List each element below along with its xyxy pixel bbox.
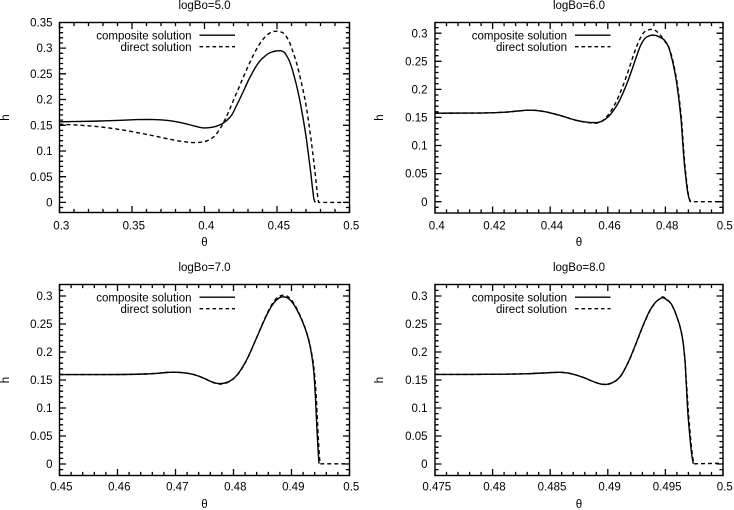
svg-text:0.4: 0.4 [198,221,215,233]
svg-text:logBo=6.0: logBo=6.0 [553,0,605,12]
svg-text:0.15: 0.15 [30,120,52,132]
svg-text:0.15: 0.15 [30,375,52,387]
svg-text:0: 0 [421,197,427,209]
svg-text:0.5: 0.5 [717,482,733,494]
svg-text:0.4: 0.4 [429,221,446,233]
svg-text:composite solution: composite solution [96,292,191,304]
svg-text:0.1: 0.1 [412,403,428,415]
svg-text:θ: θ [576,499,582,510]
svg-text:0.1: 0.1 [37,403,53,415]
svg-text:0.3: 0.3 [412,28,428,40]
svg-text:0.5: 0.5 [343,221,359,233]
svg-text:0: 0 [421,459,427,471]
svg-text:0.2: 0.2 [412,347,428,359]
svg-text:0.1: 0.1 [37,146,53,158]
svg-text:composite solution: composite solution [472,292,567,304]
svg-text:0.48: 0.48 [656,221,678,233]
svg-text:direct solution: direct solution [121,42,192,54]
svg-text:θ: θ [576,237,582,249]
svg-text:0.3: 0.3 [412,291,428,303]
svg-text:composite solution: composite solution [96,30,191,42]
svg-text:h: h [374,377,386,383]
svg-text:logBo=8.0: logBo=8.0 [553,262,605,274]
svg-text:θ: θ [201,499,207,510]
svg-text:0.45: 0.45 [268,221,290,233]
svg-text:direct solution: direct solution [496,304,567,316]
svg-text:0.48: 0.48 [483,482,505,494]
svg-text:0.15: 0.15 [405,375,427,387]
svg-text:h: h [374,114,386,120]
svg-text:0.05: 0.05 [30,431,52,443]
svg-text:0.05: 0.05 [405,431,427,443]
svg-text:0.475: 0.475 [422,482,451,494]
svg-text:0.46: 0.46 [598,221,620,233]
svg-text:0.25: 0.25 [30,319,52,331]
svg-text:logBo=7.0: logBo=7.0 [178,262,230,274]
svg-text:0.35: 0.35 [123,221,145,233]
svg-text:0.49: 0.49 [282,482,304,494]
svg-text:0.3: 0.3 [53,221,69,233]
svg-text:0.3: 0.3 [37,43,53,55]
svg-text:0.3: 0.3 [37,291,53,303]
svg-text:h: h [0,377,12,383]
svg-text:direct solution: direct solution [121,304,192,316]
svg-text:0.2: 0.2 [412,85,428,97]
svg-text:composite solution: composite solution [472,30,567,42]
svg-text:0.495: 0.495 [653,482,682,494]
svg-text:0.5: 0.5 [717,221,733,233]
svg-text:0: 0 [46,198,52,210]
svg-text:0: 0 [46,459,52,471]
svg-text:0.05: 0.05 [405,169,427,181]
svg-text:0.44: 0.44 [541,221,564,233]
svg-text:0.485: 0.485 [538,482,567,494]
svg-text:0.42: 0.42 [483,221,505,233]
svg-text:h: h [0,114,12,120]
svg-text:0.25: 0.25 [405,319,427,331]
svg-text:0.47: 0.47 [166,482,188,494]
svg-text:0.35: 0.35 [30,18,52,30]
svg-text:0.2: 0.2 [37,95,53,107]
svg-text:0.15: 0.15 [405,113,427,125]
svg-text:direct solution: direct solution [496,42,567,54]
svg-text:0.49: 0.49 [598,482,620,494]
svg-text:logBo=5.0: logBo=5.0 [178,0,230,12]
svg-text:0.1: 0.1 [412,141,428,153]
svg-text:0.05: 0.05 [30,172,52,184]
svg-text:0.48: 0.48 [224,482,246,494]
svg-text:0.2: 0.2 [37,347,53,359]
svg-text:0.5: 0.5 [343,482,359,494]
svg-text:θ: θ [201,237,207,249]
svg-text:0.25: 0.25 [30,69,52,81]
svg-text:0.45: 0.45 [50,482,72,494]
svg-text:0.25: 0.25 [405,56,427,68]
svg-text:0.46: 0.46 [108,482,130,494]
